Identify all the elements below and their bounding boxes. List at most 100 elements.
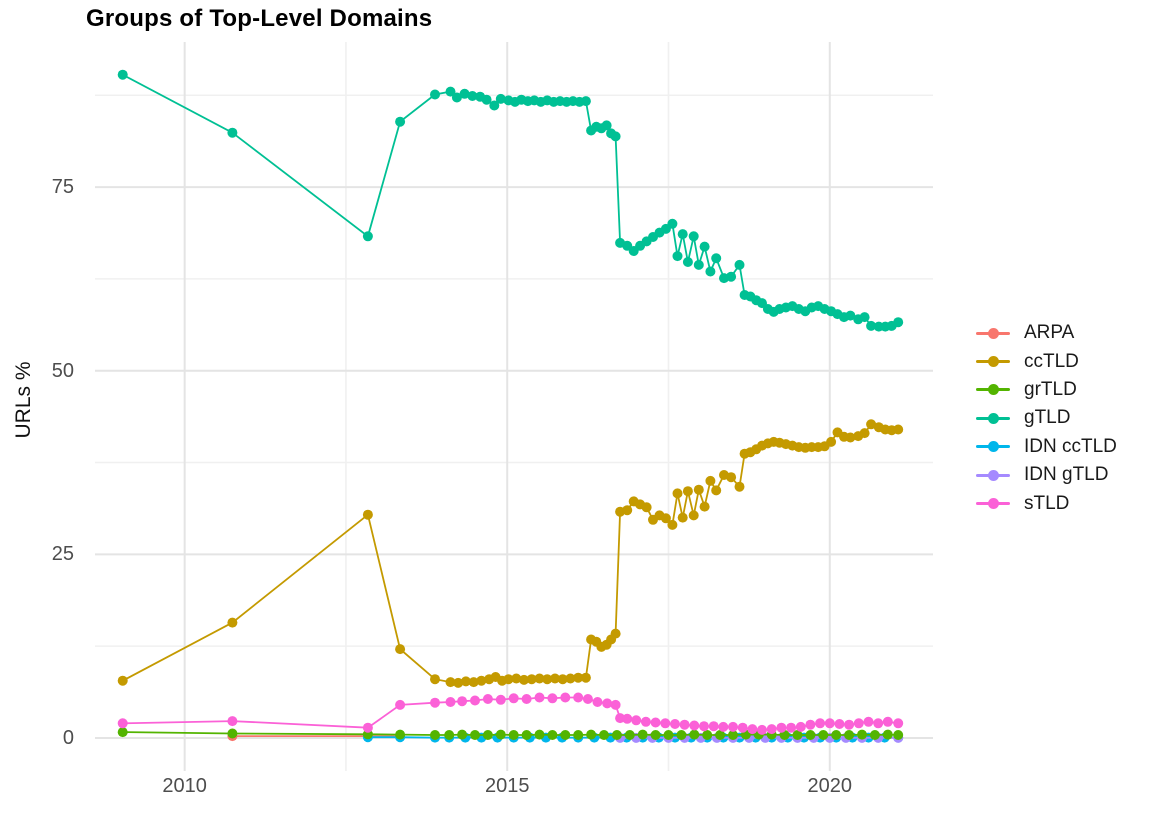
- series-cctld-point: [711, 485, 722, 496]
- legend-item-label: IDN gTLD: [1024, 464, 1109, 486]
- series-stld-point: [521, 694, 532, 704]
- series-gtld-point: [362, 231, 373, 242]
- series-grtld-point: [560, 730, 571, 740]
- series-gtld-point: [489, 100, 500, 111]
- series-grtld-point: [444, 730, 455, 740]
- series-stld-point: [534, 692, 545, 703]
- series-grtld-point: [495, 729, 506, 740]
- series-stld-point: [834, 719, 845, 729]
- series-stld-point: [757, 724, 767, 735]
- legend-item-label: ARPA: [1024, 322, 1075, 344]
- series-cctld-point: [395, 644, 406, 655]
- series-cctld-point: [734, 481, 745, 492]
- legend-key-dot: [987, 469, 999, 481]
- series-grtld-point: [715, 730, 726, 740]
- series-gtld-point: [693, 259, 704, 270]
- legend-key-icon: [976, 352, 1010, 372]
- series-cctld-point: [503, 674, 514, 685]
- series-grtld-point: [857, 729, 867, 740]
- series-stld-point: [395, 699, 406, 710]
- series-gtld-point: [227, 127, 238, 138]
- series-grtld-point: [470, 730, 480, 740]
- series-grtld-point: [534, 729, 545, 740]
- series-stld-point: [718, 721, 729, 732]
- series-cctld-point: [468, 677, 479, 688]
- series-stld-point: [582, 694, 593, 704]
- series-cctld-point: [699, 501, 710, 512]
- legend-item-label: ccTLD: [1024, 350, 1079, 372]
- y-tick-label: 50: [51, 359, 74, 382]
- series-stld-point: [650, 717, 661, 728]
- series-stld-point: [602, 698, 613, 709]
- series-cctld-point: [519, 674, 529, 685]
- series-stld-point: [362, 722, 373, 733]
- series-cctld-point: [672, 488, 683, 499]
- series-grtld-point: [482, 730, 493, 740]
- series-cctld-point: [580, 672, 591, 683]
- series-cctld-point: [542, 674, 553, 685]
- series-gtld-point: [445, 86, 456, 97]
- legend-item-label: gTLD: [1024, 407, 1071, 429]
- series-stld-point: [795, 721, 806, 732]
- series-grtld-point: [573, 730, 584, 740]
- y-tick-label: 25: [51, 543, 74, 566]
- series-gtld-point: [117, 69, 128, 80]
- series-grtld-point: [663, 730, 674, 740]
- y-tick-label: 0: [62, 726, 74, 749]
- series-gtld-point: [395, 116, 406, 127]
- series-cctld-point: [726, 472, 737, 483]
- legend-key-dot: [987, 356, 999, 368]
- series-gtld-point: [667, 218, 678, 229]
- x-tick-label: 2010: [162, 775, 207, 797]
- series-grtld-point: [702, 730, 713, 740]
- legend-key-dot: [987, 327, 999, 339]
- series-grtld-point: [792, 730, 803, 740]
- series-stld-point: [227, 716, 238, 727]
- series-stld-point: [873, 718, 884, 729]
- series-cctld-point: [534, 673, 545, 684]
- series-stld-point: [728, 721, 738, 732]
- series-cctld-point: [893, 424, 904, 435]
- series-cctld-point: [445, 677, 456, 688]
- series-grtld-point: [227, 728, 238, 739]
- series-stld-point: [573, 692, 584, 703]
- series-grtld-point: [521, 730, 532, 740]
- series-cctld-point: [641, 502, 652, 513]
- x-tick-label: 2015: [484, 775, 530, 797]
- series-stld-point: [766, 724, 777, 735]
- series-cctld-point: [682, 486, 693, 497]
- series-grtld-point: [508, 730, 519, 740]
- series-stld-point: [445, 697, 456, 707]
- series-cctld-point: [362, 509, 373, 520]
- series-stld-point: [592, 697, 603, 707]
- legend-key-icon: [976, 494, 1010, 514]
- legend-key-icon: [976, 437, 1010, 457]
- series-grtld-point: [457, 729, 468, 740]
- series-stld-point: [610, 699, 621, 710]
- series-gtld-point: [467, 91, 478, 101]
- series-cctld-point: [227, 617, 238, 628]
- series-grtld-point: [893, 730, 904, 740]
- series-cctld-point: [476, 675, 487, 686]
- series-stld-point: [776, 722, 787, 733]
- series-gtld-point: [711, 253, 722, 264]
- series-grtld-point: [869, 730, 880, 740]
- series-gtld-point: [580, 96, 591, 107]
- series-grtld-point: [586, 729, 597, 740]
- series-gtld-point: [459, 88, 470, 99]
- series-cctld-point: [660, 513, 671, 524]
- series-stld-point: [893, 718, 904, 729]
- series-grtld-point: [831, 730, 842, 740]
- series-grtld-point: [650, 730, 661, 740]
- chart-title: Groups of Top-Level Domains: [86, 5, 433, 32]
- series-stld-point: [786, 722, 797, 733]
- series-cctld-point: [453, 677, 464, 688]
- series-cctld-point: [550, 673, 560, 684]
- series-stld-point: [708, 721, 719, 732]
- series-cctld-point: [610, 628, 621, 639]
- series-cctld-point: [826, 436, 837, 447]
- series-cctld-point: [667, 519, 678, 530]
- series-stld-point: [747, 724, 758, 735]
- series-gtld-point: [699, 241, 710, 252]
